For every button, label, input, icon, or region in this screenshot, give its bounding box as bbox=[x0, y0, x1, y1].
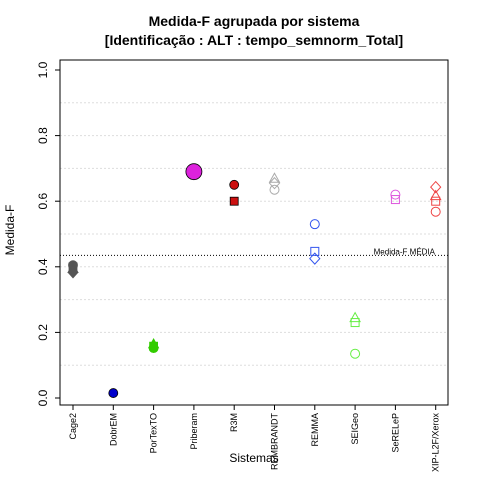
x-tick-label: SeRELeP bbox=[390, 413, 400, 453]
data-point bbox=[229, 196, 239, 206]
data-point bbox=[430, 180, 442, 194]
y-tick-label: 0.2 bbox=[36, 324, 50, 341]
chart-title: Medida-F agrupada por sistema bbox=[149, 13, 360, 29]
x-tick-label: REMMA bbox=[310, 413, 320, 447]
data-point bbox=[309, 219, 320, 230]
data-point bbox=[229, 179, 240, 190]
data-point bbox=[269, 184, 280, 195]
y-tick-label: 0.6 bbox=[36, 193, 50, 210]
data-point bbox=[268, 172, 281, 183]
y-axis: 0.0 0.2 0.4 0.6 0.8 1.0 bbox=[36, 61, 60, 406]
data-point bbox=[148, 343, 159, 354]
data-point bbox=[309, 252, 321, 265]
data-point bbox=[67, 266, 79, 279]
grid bbox=[60, 102, 448, 366]
data-point bbox=[349, 311, 361, 323]
x-axis-label: Sistemas bbox=[229, 451, 278, 465]
x-tick-label: REMBRANDT bbox=[270, 413, 280, 471]
x-tick-label: Cage2 bbox=[68, 413, 78, 440]
y-axis-label: Medida-F bbox=[3, 205, 17, 256]
data-point bbox=[185, 163, 203, 181]
data-point bbox=[108, 388, 119, 398]
y-tick-label: 0.8 bbox=[36, 127, 50, 144]
y-tick-label: 0.4 bbox=[36, 258, 50, 275]
x-tick-label: R3M bbox=[229, 413, 239, 432]
data-point bbox=[429, 189, 442, 201]
y-tick-label: 1.0 bbox=[36, 61, 50, 78]
reference-line-label: Medida-F MÉDIA bbox=[374, 247, 436, 256]
x-tick-label: PorTexTO bbox=[149, 413, 159, 453]
data-points bbox=[67, 163, 442, 398]
x-tick-label: DobrEM bbox=[108, 413, 118, 446]
data-point bbox=[268, 176, 281, 190]
data-point bbox=[390, 195, 400, 205]
data-point bbox=[390, 189, 401, 200]
y-tick-label: 0.0 bbox=[36, 389, 50, 406]
x-axis: Cage2 DobrEM PorTexTO Priberam R3M REMBRANDT R… bbox=[68, 405, 441, 472]
x-tick-label: XIP-L2F/Xerox bbox=[431, 413, 441, 473]
data-point bbox=[350, 348, 361, 359]
data-point bbox=[310, 246, 320, 256]
data-point bbox=[431, 196, 441, 206]
x-tick-label: Priberam bbox=[189, 413, 199, 450]
data-point bbox=[430, 206, 441, 217]
x-tick-label: SEIGeo bbox=[350, 413, 360, 445]
data-point bbox=[350, 318, 360, 328]
plot-frame bbox=[59, 59, 449, 406]
chart-subtitle: [Identificação : ALT : tempo_semnorm_Tot… bbox=[105, 32, 403, 48]
reference-line-group: Medida-F MÉDIA bbox=[60, 247, 448, 256]
